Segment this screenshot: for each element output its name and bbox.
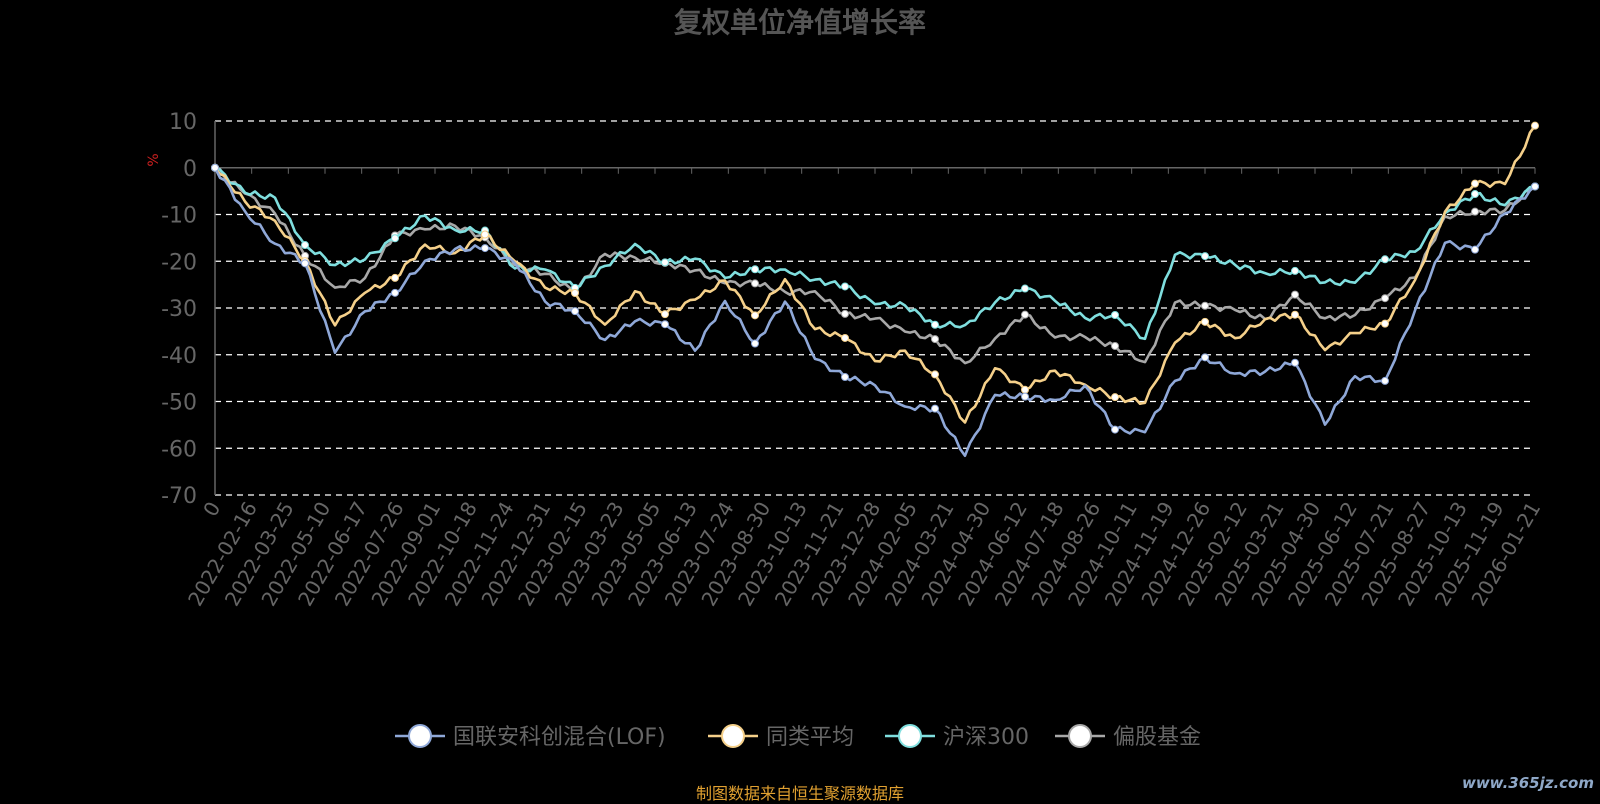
series-point [1111,425,1119,434]
x-axis-ticks: 02022-02-162022-03-252022-05-102022-06-1… [183,167,1545,610]
series-point [1021,310,1029,319]
series-point [1471,179,1479,188]
chart-title: 复权单位净值增长率 [674,6,926,39]
y-tick-label: 0 [183,157,197,182]
series-point [1381,255,1389,264]
legend-swatch-circle [721,724,745,748]
series-point [931,335,939,344]
y-tick-label: -20 [161,250,197,275]
series-point [1201,252,1209,261]
legend-label: 国联安科创混合(LOF) [453,725,666,750]
series-point [571,288,579,297]
legend-label: 同类平均 [766,725,854,750]
series-point [391,288,399,297]
series-point [751,279,759,288]
series-point [1111,341,1119,350]
y-tick-label: 10 [169,110,197,135]
series-point [931,404,939,413]
series-point [1291,358,1299,367]
y-tick-label: -70 [161,484,197,509]
series-point [1471,207,1479,216]
series-point [1381,294,1389,303]
series-line-2 [214,166,1536,341]
series-point [211,163,219,172]
series-point [481,244,489,253]
legend-item[interactable]: 国联安科创混合(LOF) [395,724,666,750]
series-point [661,310,669,319]
y-tick-label: -10 [161,204,197,229]
y-axis-unit: % [146,153,162,166]
legend-item[interactable]: 偏股基金 [1055,724,1201,750]
series-point [1381,376,1389,385]
legend[interactable]: 国联安科创混合(LOF) 同类平均 沪深300 偏股基金 [395,724,1201,750]
footer-source: 制图数据来自恒生聚源数据库 [695,784,904,803]
legend-item[interactable]: 同类平均 [708,724,854,750]
series-point [1021,392,1029,401]
series-point [751,265,759,274]
y-tick-label: -60 [161,437,197,462]
series-point [1471,190,1479,199]
series-point [1291,266,1299,275]
series-point [1531,182,1539,191]
series-point [841,333,849,342]
legend-swatch-circle [898,724,922,748]
series-point [1021,284,1029,293]
series-line-0 [213,167,1536,457]
series-point [1021,385,1029,394]
series-point [1111,393,1119,402]
legend-swatch-circle [1068,724,1092,748]
series-point [1291,290,1299,299]
series-line-3 [214,166,1536,365]
legend-label: 沪深300 [943,725,1029,750]
series-point [931,370,939,379]
y-tick-label: -50 [161,391,197,416]
series-point [751,311,759,320]
series-point [751,339,759,348]
legend-swatch-circle [408,724,432,748]
series-point [301,259,309,268]
series-point [391,273,399,282]
series-point [931,320,939,329]
x-tick-label: 0 [198,498,225,521]
grid-lines [214,120,1535,496]
series-point [841,372,849,381]
series-line-1 [213,124,1537,424]
series-point [1201,301,1209,310]
series-point [301,241,309,250]
legend-label: 偏股基金 [1113,725,1201,750]
series-lines [211,121,1539,457]
series-point [1111,310,1119,319]
series-point [481,230,489,239]
series-point [1531,121,1539,130]
series-point [1291,310,1299,319]
series-point [841,309,849,318]
series-point [661,320,669,329]
y-tick-label: -40 [161,344,197,369]
series-point [1471,245,1479,254]
series-point [391,234,399,243]
series-point [1381,319,1389,328]
y-axis-ticks: 10 0 -10 -20 -30 -40 -50 -60 -70 [161,110,197,509]
series-point [571,307,579,316]
y-tick-label: -30 [161,297,197,322]
series-point [1201,317,1209,326]
series-point [661,258,669,267]
series-point [1201,353,1209,362]
legend-item[interactable]: 沪深300 [885,724,1029,750]
series-point [841,282,849,291]
watermark: www.365jz.com [1461,774,1594,792]
